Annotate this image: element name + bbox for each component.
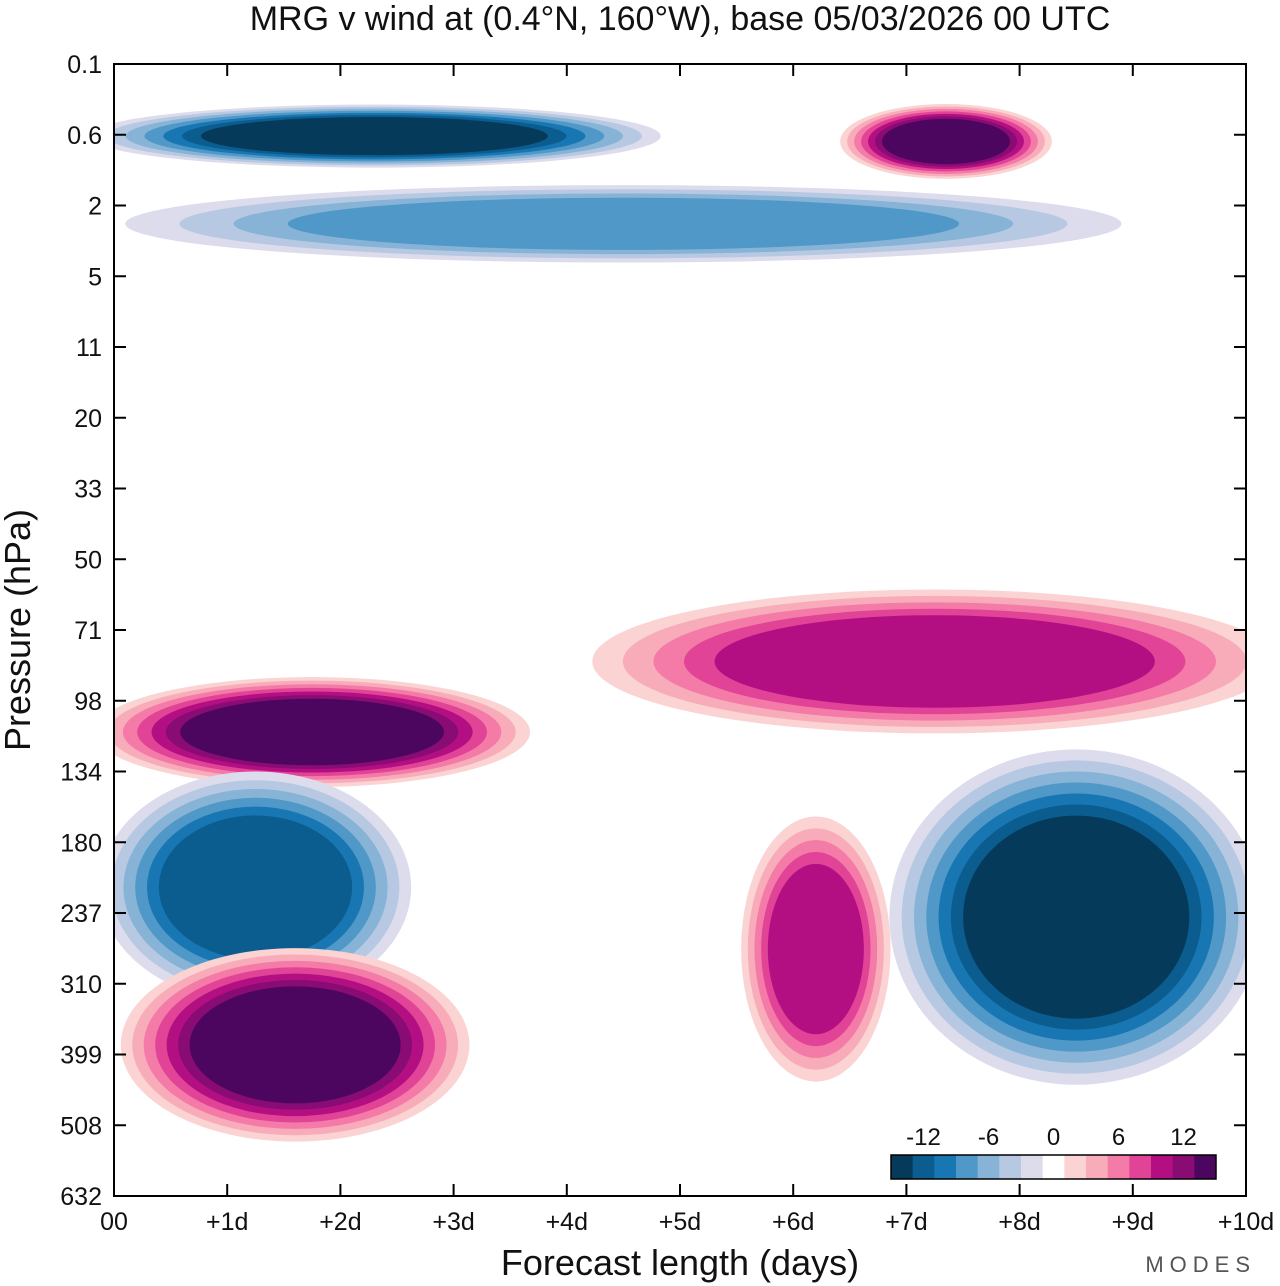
x-tick-label: +1d: [206, 1208, 248, 1236]
x-tick-label: +3d: [432, 1208, 474, 1236]
colorbar-swatch: [1194, 1155, 1217, 1179]
colorbar-legend: -12 -6 0 6 12: [890, 1124, 1217, 1180]
chart-title: MRG v wind at (0.4°N, 160°W), base 05/03…: [250, 0, 1111, 38]
contour-level-4-7: [180, 698, 444, 766]
y-tick-label: 11: [76, 334, 102, 362]
y-tick-label: 180: [60, 829, 102, 857]
y-axis-ticks: 0.1 0.6 2 5 11 20 33 50 71 98 134 180 237 310 399 508 63…: [60, 51, 1246, 1211]
y-tick-label: 2: [88, 193, 102, 221]
colorbar-border: [890, 1154, 1217, 1180]
colorbar-label: -12: [906, 1124, 941, 1151]
colorbar-swatch: [912, 1155, 935, 1179]
x-tick-label: +8d: [998, 1208, 1040, 1236]
colorbar-swatch: [1086, 1155, 1109, 1179]
colorbar-swatch: [999, 1155, 1022, 1179]
y-tick-label: 310: [60, 971, 102, 999]
y-tick-label: 33: [74, 476, 102, 504]
contour-level-9-5: [767, 863, 864, 1035]
y-tick-label: 20: [74, 405, 102, 433]
x-tick-label: +4d: [546, 1208, 588, 1236]
y-tick-label: 399: [60, 1042, 102, 1070]
x-tick-label: 00: [100, 1208, 128, 1236]
colorbar-label: 12: [1170, 1124, 1197, 1151]
contour-level-5-5: [714, 615, 1155, 708]
x-tick-label: +9d: [1112, 1208, 1154, 1236]
y-tick-label: 0.1: [67, 51, 102, 79]
x-axis-title: Forecast length (days): [501, 1242, 859, 1283]
x-tick-label: +6d: [772, 1208, 814, 1236]
x-tick-label: +10d: [1218, 1208, 1274, 1236]
contour-level-2-7: [881, 118, 1011, 165]
modes-logo: MODES: [1145, 1252, 1256, 1277]
colorbar-swatch: [1021, 1155, 1044, 1179]
y-tick-label: 0.6: [67, 122, 102, 150]
colorbar-swatch: [1064, 1155, 1087, 1179]
y-tick-label: 237: [60, 900, 102, 928]
colorbar-label: 0: [1047, 1124, 1060, 1151]
contour-level-6-7: [963, 815, 1190, 1019]
y-tick-label: 71: [74, 617, 102, 645]
colorbar-swatch: [977, 1155, 1000, 1179]
colorbar-swatch: [1151, 1155, 1174, 1179]
colorbar-swatch: [1172, 1155, 1195, 1179]
contour-level-1-7: [201, 116, 548, 156]
x-tick-label: +7d: [885, 1208, 927, 1236]
x-tick-label: +2d: [319, 1208, 361, 1236]
x-tick-label: +5d: [659, 1208, 701, 1236]
contour-field: [114, 103, 1246, 1142]
contour-level-3-4: [287, 197, 960, 250]
colorbar-label: 6: [1112, 1124, 1125, 1151]
colorbar-swatch: [1042, 1155, 1065, 1179]
contour-level-7-6: [158, 815, 353, 960]
x-axis-ticks: 00 +1d +2d +3d +4d +5d +6d +7d +8d +9d +10d: [100, 64, 1274, 1236]
y-tick-label: 98: [74, 688, 102, 716]
colorbar-swatch: [934, 1155, 957, 1179]
contour-level-8-7: [189, 986, 401, 1104]
y-axis-title: Pressure (hPa): [0, 509, 38, 751]
colorbar-swatch: [1129, 1155, 1152, 1179]
y-tick-label: 134: [60, 759, 102, 787]
colorbar-swatch: [1107, 1155, 1130, 1179]
colorbar-swatch: [956, 1155, 979, 1179]
colorbar-label: -6: [978, 1124, 999, 1151]
y-tick-label: 632: [60, 1183, 102, 1211]
y-tick-label: 50: [74, 546, 102, 574]
y-tick-label: 5: [88, 263, 102, 291]
colorbar-swatch: [891, 1155, 914, 1179]
y-tick-label: 508: [60, 1112, 102, 1140]
